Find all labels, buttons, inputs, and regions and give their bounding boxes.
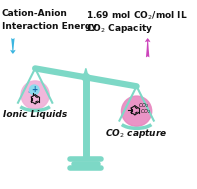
- Text: +: +: [31, 85, 37, 94]
- Text: Ionic Liquids: Ionic Liquids: [3, 110, 67, 119]
- Circle shape: [30, 85, 39, 95]
- Text: Interaction Energy: Interaction Energy: [2, 22, 97, 31]
- Circle shape: [21, 81, 49, 109]
- Text: CO$_2$ Capacity: CO$_2$ Capacity: [86, 22, 153, 35]
- Circle shape: [82, 74, 90, 81]
- Text: $CO_2$: $CO_2$: [138, 101, 149, 110]
- Circle shape: [122, 96, 152, 126]
- Polygon shape: [84, 68, 88, 77]
- Text: Cation-Anion: Cation-Anion: [2, 9, 68, 19]
- Text: CO$_2$ capture: CO$_2$ capture: [105, 127, 168, 140]
- Text: 1.69 mol CO$_2$/mol IL: 1.69 mol CO$_2$/mol IL: [86, 9, 188, 22]
- Text: $CO_2$: $CO_2$: [140, 107, 151, 116]
